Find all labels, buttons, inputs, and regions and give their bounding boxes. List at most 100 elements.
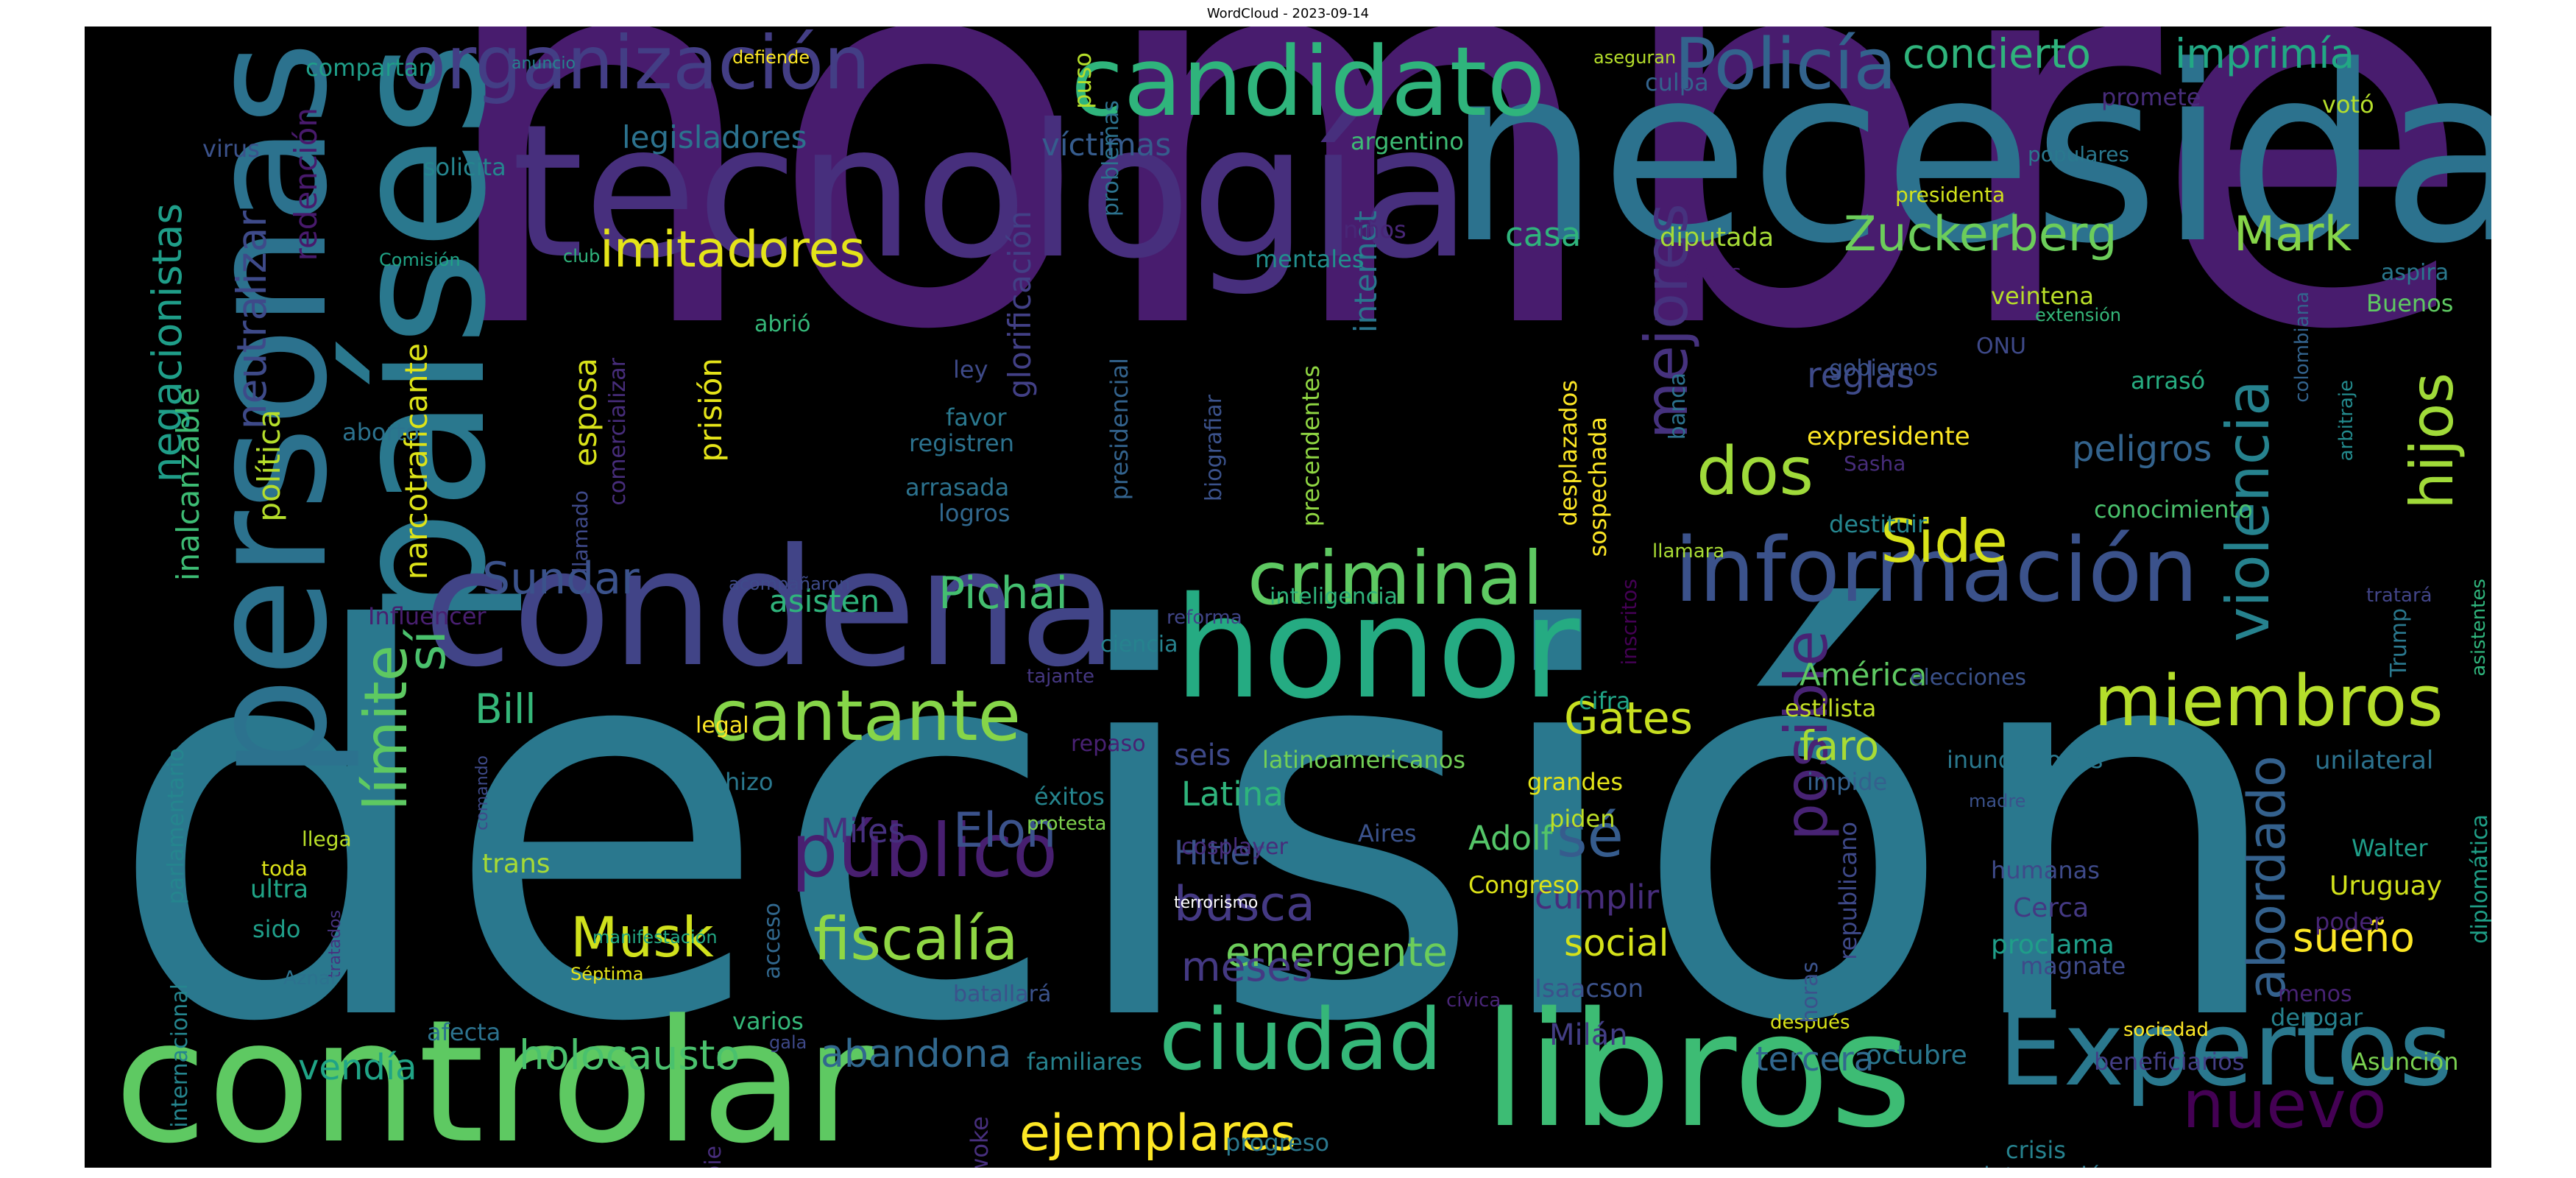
word-112: conocimiento: [2094, 495, 2253, 523]
word-11: organización: [401, 27, 871, 106]
word-132: repaso: [1071, 731, 1146, 757]
word-119: Buenos: [2366, 289, 2454, 317]
word-72: legisladores: [622, 119, 807, 155]
word-157: promete: [2101, 83, 2201, 111]
word-78: asisten: [769, 583, 880, 619]
word-162: cientos: [1667, 260, 1741, 284]
word-1: decisión: [107, 521, 2291, 1138]
word-63: sueño: [2293, 914, 2415, 961]
word-116: Sasha: [1844, 451, 1906, 476]
word-198: internacional: [167, 984, 193, 1128]
word-14: ciudad: [1159, 991, 1443, 1090]
word-80: Asunción: [2352, 1048, 2459, 1076]
word-195: varios: [732, 1007, 804, 1035]
word-69: casa: [1505, 215, 1582, 254]
word-97: woke: [966, 1116, 994, 1168]
word-76: diputada: [1660, 223, 1774, 253]
word-153: problemas: [1098, 100, 1124, 217]
word-42: holocausto: [519, 1031, 740, 1079]
word-82: Walter: [2352, 834, 2428, 862]
word-90: humanas: [1991, 856, 2100, 884]
word-182: legal: [696, 713, 749, 738]
word-21: Policía: [1674, 27, 1897, 105]
word-33: Zuckerberg: [1844, 207, 2117, 262]
word-38: busca: [1174, 877, 1315, 932]
word-181: acompañaron: [729, 574, 851, 594]
word-16: cantante: [710, 676, 1022, 757]
word-91: Milán: [1549, 1018, 1628, 1052]
word-27: nuevo: [2182, 1066, 2387, 1143]
word-108: latinoamericanos: [1262, 746, 1466, 774]
word-34: Mark: [2234, 207, 2352, 262]
word-129: reforma: [1167, 607, 1242, 629]
word-130: ciencia: [1100, 632, 1178, 657]
word-102: poder: [2315, 908, 2384, 936]
word-114: gobiernos: [1829, 356, 1939, 381]
word-156: culpa: [1645, 68, 1709, 96]
word-32: imitadores: [600, 221, 866, 279]
word-171: ley: [953, 356, 988, 384]
word-93: crisis: [2006, 1136, 2066, 1164]
word-59: Adolf: [1468, 819, 1553, 858]
word-103: inundaciones: [1947, 746, 2103, 774]
word-41: sí: [397, 630, 457, 671]
word-164: defiende: [732, 47, 810, 68]
word-126: elecciones: [1910, 665, 2027, 691]
word-83: presidencial: [1105, 358, 1133, 501]
word-0: hombre: [431, 27, 2476, 445]
word-28: hijos: [2398, 373, 2466, 509]
word-36: Sundar: [482, 553, 640, 604]
word-168: solicita: [423, 153, 506, 181]
word-177: aborto: [342, 418, 420, 446]
word-6: controlar: [114, 984, 874, 1168]
word-142: horas: [1797, 962, 1823, 1023]
word-149: precendentes: [1297, 365, 1325, 527]
word-61: seis: [1174, 738, 1231, 772]
word-145: llamara: [1652, 540, 1725, 562]
word-140: después: [1770, 1012, 1850, 1034]
word-7: libros: [1483, 978, 1913, 1163]
word-166: compartan: [305, 54, 434, 82]
word-89: magnate: [2020, 952, 2126, 980]
word-62: faro: [1800, 722, 1880, 769]
word-86: Congreso: [1468, 871, 1579, 899]
word-123: Trump: [2386, 608, 2412, 677]
word-77: trans: [482, 849, 551, 879]
word-52: prisión: [693, 358, 729, 462]
word-54: inalcanzable: [170, 387, 206, 582]
word-192: manifestación: [592, 927, 718, 948]
word-106: impide: [1807, 768, 1888, 796]
word-144: inscritos: [1617, 579, 1641, 666]
word-26: dos: [1696, 433, 1814, 510]
word-15: criminal: [1248, 535, 1543, 621]
word-81: Uruguay: [2329, 871, 2442, 901]
word-155: argentino: [1351, 127, 1464, 155]
word-175: logros: [938, 499, 1011, 527]
word-9: honor: [1174, 567, 1580, 730]
chart-title: WordCloud - 2023-09-14: [1206, 6, 1370, 21]
word-143: madre: [1969, 791, 2026, 811]
word-30: Musk: [570, 905, 714, 970]
word-100: derogar: [2271, 1004, 2363, 1031]
word-67: vendía: [298, 1047, 417, 1088]
word-105: estilista: [1785, 694, 1877, 722]
word-107: grandes: [1527, 768, 1624, 796]
word-139: cívica: [1446, 990, 1501, 1012]
word-138: batallará: [953, 981, 1052, 1007]
word-25: Side: [1880, 507, 2009, 576]
word-46: emergente: [1225, 928, 1448, 976]
word-127: tratará: [2366, 585, 2432, 607]
word-134: protesta: [1027, 813, 1107, 835]
word-152: mentales: [1255, 245, 1365, 273]
word-122: arbitraje: [2335, 380, 2357, 462]
word-151: niños: [1343, 216, 1406, 244]
word-185: parlamentario: [163, 748, 189, 905]
word-196: gala: [769, 1032, 807, 1053]
word-45: Bill: [475, 685, 537, 733]
word-146: banca: [1665, 373, 1691, 440]
word-161: extensión: [2035, 305, 2121, 325]
word-194: Aznar: [283, 967, 339, 990]
word-150: biografiar: [1201, 395, 1227, 502]
word-66: meses: [1181, 943, 1313, 990]
word-57: Latina: [1181, 775, 1284, 814]
